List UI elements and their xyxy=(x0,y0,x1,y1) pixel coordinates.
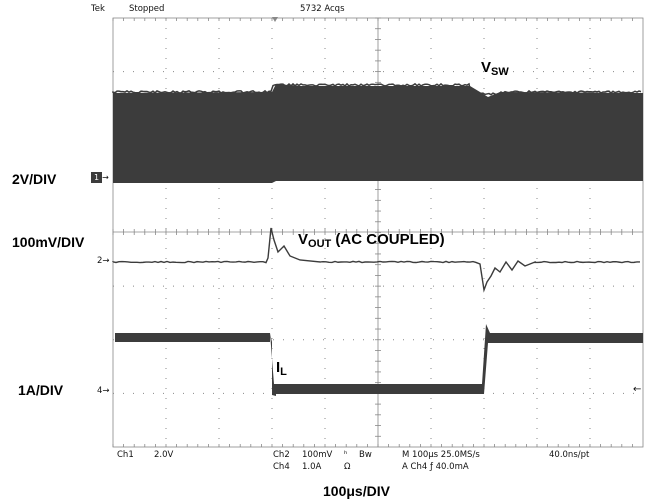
vsw-label-sub: SW xyxy=(491,66,509,78)
brand-label: Tek xyxy=(91,5,105,14)
il-waveform-low xyxy=(276,384,482,394)
right-edge-arrow: ← xyxy=(633,385,641,395)
readout-ch4-impedance: Ω xyxy=(344,463,351,472)
il-label-sub: L xyxy=(280,366,287,378)
timebase-label: 100μs/DIV xyxy=(323,484,390,498)
vsw-label-main: V xyxy=(481,59,491,76)
ch2-scale-label: 100mV/DIV xyxy=(12,235,84,249)
vout-label-main: V xyxy=(298,231,308,248)
readout-horizontal: M 100μs 25.0MS/s xyxy=(402,451,480,460)
vsw-waveform xyxy=(113,84,643,183)
vout-label-suffix: (AC COUPLED) xyxy=(331,231,444,248)
acquisition-count: 5732 Acqs xyxy=(300,5,345,14)
ch4-marker: 4→ xyxy=(97,387,110,396)
ch1-marker-arrow: → xyxy=(102,173,109,182)
readout-trigger: A Ch4 ƒ 40.0mA xyxy=(402,463,469,472)
readout-ch1: Ch1 xyxy=(117,451,134,460)
ch1-marker-badge: 1 xyxy=(91,172,102,183)
il-waveform-high-after xyxy=(488,333,641,343)
vout-label-sub: OUT xyxy=(308,238,331,250)
il-waveform-high-before xyxy=(115,333,270,342)
ch4-marker-arrow: → xyxy=(102,386,109,396)
vout-label: VOUT (AC COUPLED) xyxy=(298,232,445,250)
ch2-marker: 2→ xyxy=(97,257,110,266)
readout-ch2: Ch2 xyxy=(273,451,290,460)
ch1-scale-label: 2V/DIV xyxy=(12,172,56,186)
acquisition-state: Stopped xyxy=(129,5,164,14)
trigger-position-marker xyxy=(272,17,278,22)
readout-bw: Bw xyxy=(359,451,372,460)
vsw-label: VSW xyxy=(481,60,509,78)
readout-ch4-scale: 1.0A xyxy=(302,463,321,472)
readout-ch2-bw: ʰ xyxy=(344,451,347,460)
readout-ch4: Ch4 xyxy=(273,463,290,472)
readout-record-length: 40.0ns/pt xyxy=(549,451,589,460)
ch4-scale-label: 1A/DIV xyxy=(18,383,63,397)
readout-ch1-scale: 2.0V xyxy=(154,451,173,460)
ch1-marker: 1 → xyxy=(91,172,113,183)
ch2-marker-arrow: → xyxy=(102,256,109,266)
il-label: IL xyxy=(276,360,287,378)
readout-ch2-scale: 100mV xyxy=(302,451,332,460)
